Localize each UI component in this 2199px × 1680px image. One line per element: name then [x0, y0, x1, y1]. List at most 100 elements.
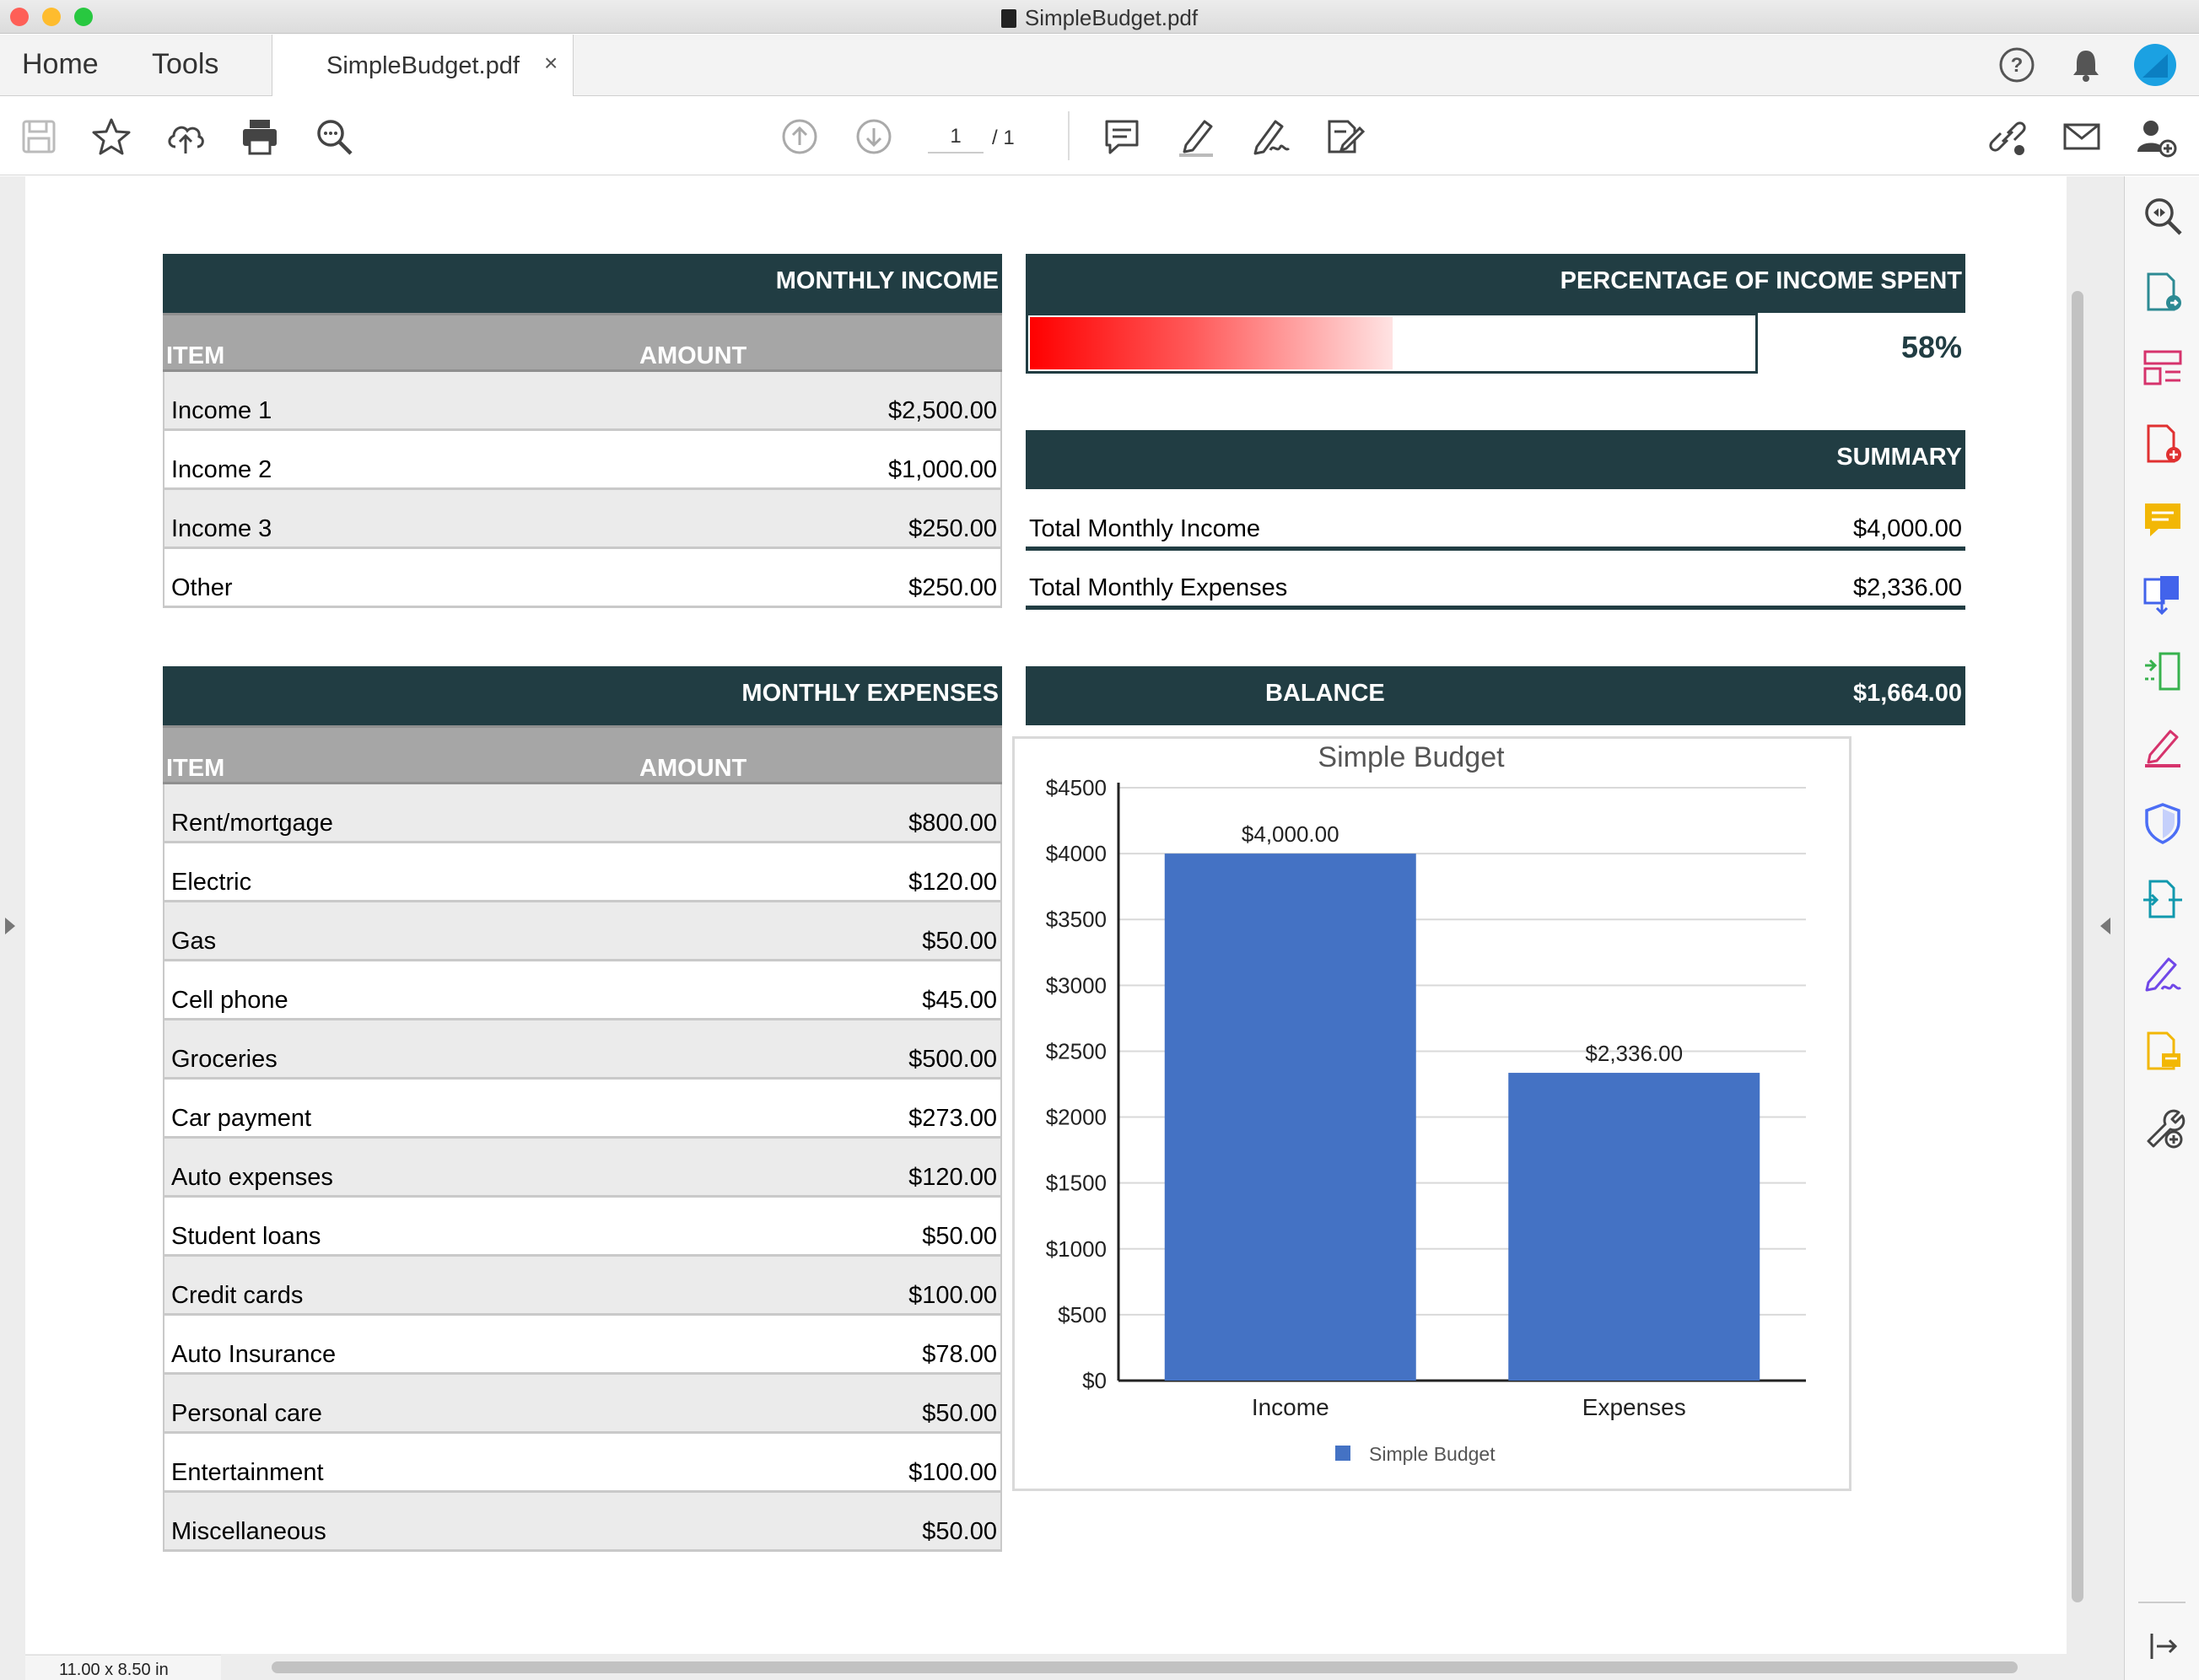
- income-col-item: ITEM: [166, 342, 225, 369]
- tab-home[interactable]: Home: [22, 48, 99, 80]
- pdf-file-icon: [1000, 9, 1016, 28]
- previous-page-icon[interactable]: [778, 115, 822, 159]
- help-icon[interactable]: ?: [1997, 46, 2036, 84]
- summary-expenses-value: $2,336.00: [1852, 574, 1962, 601]
- export-pdf-icon[interactable]: [2140, 269, 2186, 315]
- chart-title: Simple Budget: [1318, 741, 1505, 773]
- print-icon[interactable]: [238, 115, 282, 159]
- chart-y-tick-label: $500: [1058, 1302, 1107, 1327]
- organize-pages-icon[interactable]: [2140, 345, 2186, 390]
- row-item-label: Income 3: [171, 515, 272, 542]
- summary-header: SUMMARY: [1026, 430, 1965, 489]
- row-item-label: Income 2: [171, 456, 272, 483]
- window-title-text: SimpleBudget.pdf: [1024, 5, 1199, 30]
- row-amount-value: $50.00: [922, 928, 997, 955]
- close-window-button[interactable]: [10, 8, 29, 26]
- balance-value: $1,664.00: [1852, 680, 1962, 707]
- row-item-label: Cell phone: [171, 987, 288, 1014]
- expenses-column-header: ITEM AMOUNT: [163, 725, 1002, 784]
- compress-pdf-icon[interactable]: [2140, 649, 2186, 694]
- chart-y-tick-label: $4000: [1046, 841, 1107, 866]
- row-amount-value: $2,500.00: [887, 397, 997, 424]
- row-item-label: Entertainment: [171, 1459, 324, 1486]
- tab-document[interactable]: SimpleBudget.pdf ×: [272, 35, 574, 97]
- row-amount-value: $250.00: [908, 515, 997, 542]
- monthly-expenses-header: MONTHLY EXPENSES: [163, 666, 1002, 725]
- more-tools-icon[interactable]: [2140, 1104, 2186, 1150]
- add-user-icon[interactable]: [2134, 115, 2178, 159]
- combine-files-icon[interactable]: [2140, 573, 2186, 618]
- row-amount-value: $78.00: [922, 1341, 997, 1368]
- left-pane-toggle-icon[interactable]: [5, 918, 15, 934]
- edit-pdf-icon[interactable]: [1323, 115, 1366, 159]
- row-amount-value: $120.00: [908, 869, 997, 896]
- enhance-scan-icon[interactable]: [2140, 193, 2186, 239]
- chart-x-tick-label: Income: [1252, 1394, 1329, 1420]
- table-row: Groceries $500.00: [163, 1020, 1002, 1080]
- protect-icon[interactable]: [2140, 800, 2186, 846]
- table-row: Rent/mortgage $800.00: [163, 784, 1002, 843]
- chart-y-tick-label: $0: [1082, 1368, 1107, 1393]
- chart-bar-income: [1164, 853, 1416, 1381]
- account-avatar-icon[interactable]: [2134, 44, 2176, 86]
- notifications-bell-icon[interactable]: [2067, 46, 2105, 84]
- bookmark-star-icon[interactable]: [89, 115, 133, 159]
- fill-sign-icon[interactable]: [2140, 724, 2186, 770]
- comment-tool-icon[interactable]: [2140, 497, 2186, 542]
- monthly-income-title: MONTHLY INCOME: [775, 267, 999, 294]
- row-item-label: Income 1: [171, 397, 272, 424]
- cloud-upload-icon[interactable]: [164, 115, 208, 159]
- horizontal-scrollbar[interactable]: [272, 1661, 2018, 1673]
- row-amount-value: $100.00: [908, 1459, 997, 1486]
- table-row: Auto expenses $120.00: [163, 1139, 1002, 1198]
- sign-icon[interactable]: [1248, 115, 1292, 159]
- page-number-input[interactable]: [928, 121, 984, 153]
- row-item-label: Auto Insurance: [171, 1341, 337, 1368]
- chart-y-tick-label: $3000: [1046, 972, 1107, 998]
- expenses-col-amount: AMOUNT: [639, 755, 747, 782]
- next-page-icon[interactable]: [852, 115, 896, 159]
- edit-note-icon[interactable]: [2140, 1028, 2186, 1074]
- right-pane-toggle-icon[interactable]: [2100, 918, 2110, 934]
- window-title-bar: SimpleBudget.pdf: [0, 0, 2199, 34]
- row-item-label: Miscellaneous: [171, 1518, 326, 1545]
- highlight-icon[interactable]: [1174, 115, 1218, 159]
- main-toolbar: / 1: [0, 96, 2199, 175]
- create-pdf-icon[interactable]: [2140, 421, 2186, 466]
- chart-data-label: $4,000.00: [1242, 821, 1339, 847]
- percentage-header: PERCENTAGE OF INCOME SPENT: [1026, 254, 1965, 313]
- tab-document-label: SimpleBudget.pdf: [326, 52, 520, 79]
- send-for-review-icon[interactable]: [2140, 876, 2186, 922]
- zoom-window-button[interactable]: [74, 8, 93, 26]
- table-row: Credit cards $100.00: [163, 1257, 1002, 1316]
- minimize-window-button[interactable]: [42, 8, 61, 26]
- tab-tools[interactable]: Tools: [152, 48, 219, 80]
- zoom-search-icon[interactable]: [312, 115, 356, 159]
- chart-legend-swatch: [1335, 1446, 1350, 1461]
- row-amount-value: $100.00: [908, 1282, 997, 1309]
- row-item-label: Personal care: [171, 1400, 322, 1427]
- balance-header: BALANCE $1,664.00: [1026, 666, 1965, 725]
- comment-icon[interactable]: [1100, 115, 1144, 159]
- vertical-scrollbar[interactable]: [2072, 291, 2083, 1602]
- chart-data-label: $2,336.00: [1585, 1041, 1683, 1066]
- table-row: Income 2 $1,000.00: [163, 431, 1002, 490]
- income-col-amount: AMOUNT: [639, 342, 747, 369]
- chart-y-tick-label: $4500: [1046, 775, 1107, 800]
- table-row: Gas $50.00: [163, 902, 1002, 961]
- share-link-icon[interactable]: [1986, 115, 2029, 159]
- table-row: Cell phone $45.00: [163, 961, 1002, 1020]
- row-amount-value: $273.00: [908, 1105, 997, 1132]
- chart-legend-label: Simple Budget: [1369, 1443, 1496, 1465]
- save-icon[interactable]: [17, 115, 61, 159]
- row-item-label: Electric: [171, 869, 252, 896]
- table-row: Income 3 $250.00: [163, 490, 1002, 549]
- toolbar-separator: [1068, 111, 1070, 160]
- percentage-progress-fill: [1030, 317, 1393, 369]
- request-signatures-icon[interactable]: [2140, 952, 2186, 998]
- email-icon[interactable]: [2060, 115, 2104, 159]
- close-tab-icon[interactable]: ×: [544, 50, 558, 76]
- collapse-pane-icon[interactable]: [2140, 1623, 2186, 1669]
- row-item-label: Other: [171, 574, 233, 601]
- table-row: Miscellaneous $50.00: [163, 1493, 1002, 1552]
